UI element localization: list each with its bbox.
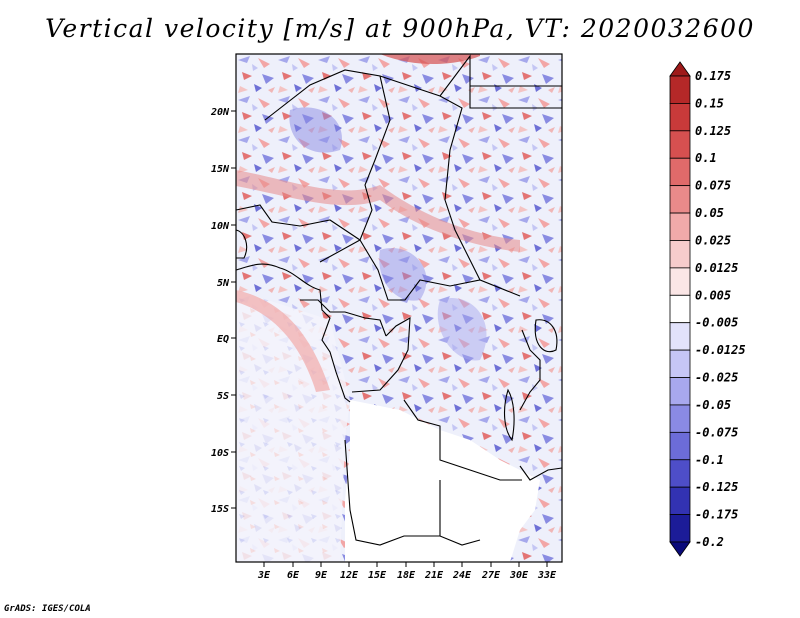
colorbar-label: -0.05	[695, 398, 731, 412]
longitude-axis: 3E 6E 9E 12E 15E 18E 21E 24E 27E 30E 33E	[257, 562, 557, 581]
colorbar-swatch	[669, 486, 691, 515]
lat-label-10n: 10N	[211, 221, 230, 232]
colorbar-cap-bottom	[669, 541, 691, 557]
colorbar-label: -0.025	[695, 371, 738, 385]
colorbar-label: -0.125	[695, 480, 738, 494]
colorbar-swatch	[669, 240, 691, 269]
colorbar-swatch	[669, 514, 691, 543]
lon-label-21e: 21E	[424, 570, 444, 581]
lon-label-9e: 9E	[315, 570, 328, 581]
colorbar-swatch	[669, 130, 691, 159]
lat-label-15n: 15N	[211, 164, 230, 175]
lat-label-eq: EQ	[217, 334, 229, 345]
lon-label-33e: 33E	[537, 570, 557, 581]
lon-label-12e: 12E	[340, 570, 359, 581]
colorbar-label: -0.0125	[695, 343, 746, 357]
colorbar-swatch	[669, 459, 691, 488]
colorbar-swatch	[669, 267, 691, 296]
colorbar-label: 0.05	[695, 206, 724, 220]
colorbar-label: -0.175	[695, 508, 738, 522]
colorbar	[669, 61, 691, 557]
colorbar-label: 0.025	[695, 233, 731, 247]
colorbar-label: -0.1	[695, 453, 724, 467]
colorbar-swatch	[669, 103, 691, 132]
colorbar-swatch	[669, 294, 691, 324]
colorbar-label: 0.075	[695, 179, 731, 193]
colorbar-swatch	[669, 185, 691, 214]
lon-label-27e: 27E	[481, 570, 501, 581]
colorbar-label: 0.1	[695, 151, 717, 165]
colorbar-label: 0.175	[695, 69, 731, 83]
lat-label-5n: 5N	[217, 278, 230, 289]
colorbar-label: 0.15	[695, 96, 724, 110]
lat-label-10s: 10S	[211, 448, 229, 459]
lon-label-30e: 30E	[509, 570, 529, 581]
colorbar-swatch	[669, 75, 691, 104]
lon-label-24e: 24E	[452, 570, 472, 581]
colorbar-swatch	[669, 349, 691, 378]
colorbar-swatch	[669, 157, 691, 187]
lat-label-15s: 15S	[211, 504, 229, 515]
colorbar-label: 0.0125	[695, 261, 738, 275]
grads-credit: GrADS: IGES/COLA	[4, 604, 91, 614]
colorbar-swatch	[669, 212, 691, 241]
colorbar-swatch	[669, 377, 691, 406]
colorbar-label: -0.075	[695, 425, 738, 439]
colorbar-label: -0.005	[695, 316, 738, 330]
lon-label-6e: 6E	[287, 570, 300, 581]
colorbar-labels: 0.175 0.15 0.125 0.1 0.075 0.05 0.025 0.0125 0.0…	[695, 69, 746, 549]
colorbar-cap-top	[669, 61, 691, 77]
latitude-axis: 20N 15N 10N 5N EQ 5S 10S 15S	[210, 107, 236, 515]
colorbar-label: -0.2	[695, 535, 724, 549]
map-panel	[235, 53, 563, 563]
lon-label-3e: 3E	[257, 570, 271, 581]
map-title: Vertical velocity [m/s] at 900hPa, VT: 2…	[45, 14, 755, 43]
colorbar-label: 0.125	[695, 124, 731, 138]
lat-label-20n: 20N	[210, 107, 230, 118]
lat-label-5s: 5S	[217, 391, 229, 402]
colorbar-label: 0.005	[695, 288, 731, 302]
colorbar-swatch	[669, 404, 691, 433]
colorbar-swatch	[669, 431, 691, 461]
lon-label-18e: 18E	[397, 570, 416, 581]
colorbar-swatch	[669, 322, 691, 351]
lon-label-15e: 15E	[368, 570, 387, 581]
